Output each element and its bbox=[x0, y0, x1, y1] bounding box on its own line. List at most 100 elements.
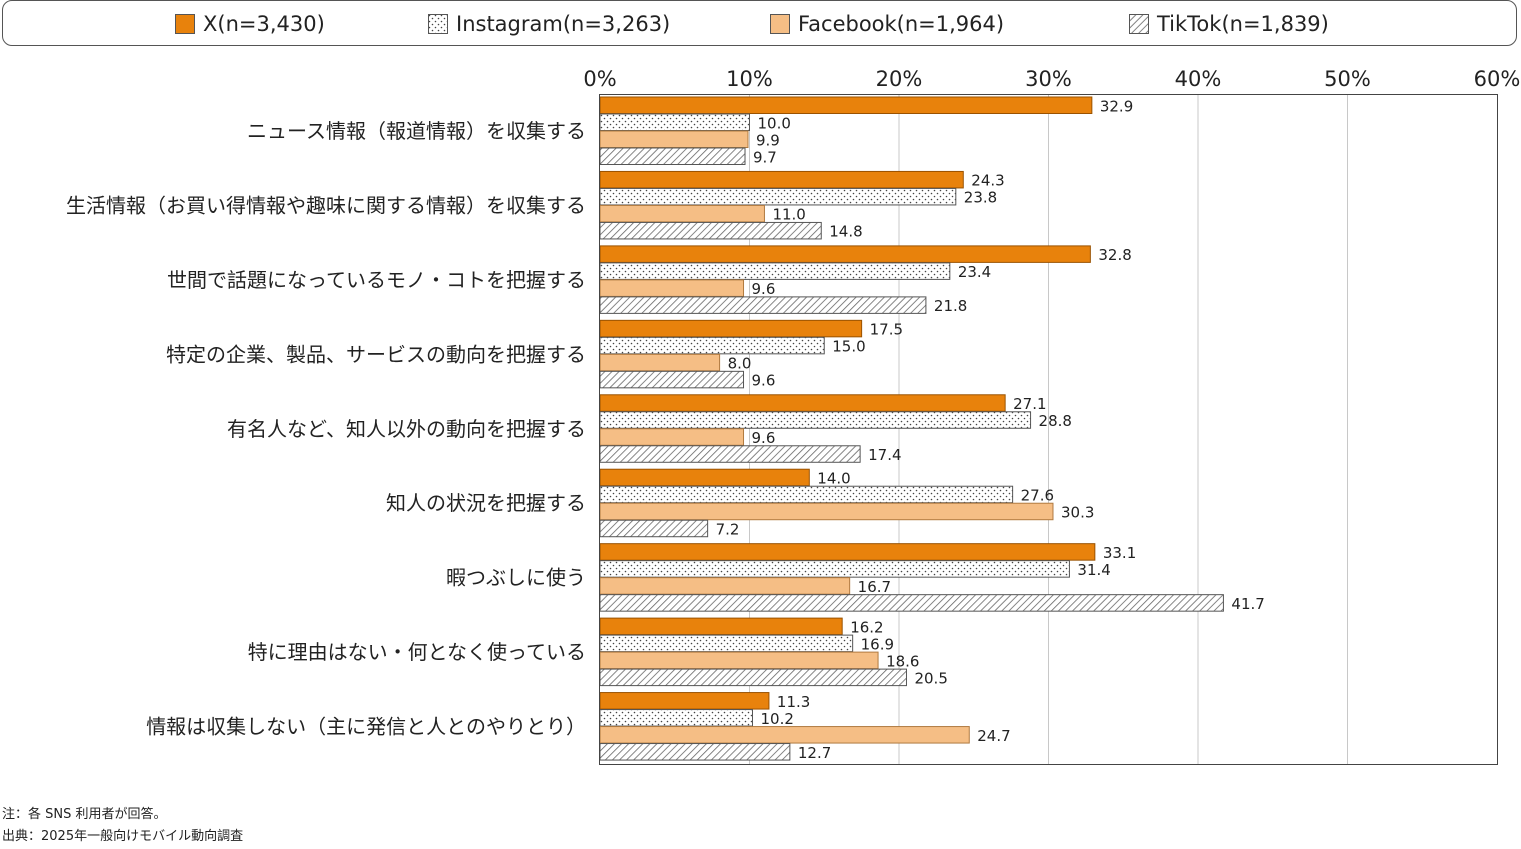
bar bbox=[599, 245, 1091, 263]
bar bbox=[599, 428, 745, 446]
category-label: ニュース情報（報道情報）を収集する bbox=[247, 119, 586, 143]
bar bbox=[599, 411, 1032, 429]
x-tick-label: 30% bbox=[1025, 67, 1072, 91]
data-label: 14.8 bbox=[829, 223, 862, 241]
bar bbox=[599, 445, 861, 463]
bar bbox=[599, 204, 765, 223]
bar bbox=[599, 370, 745, 389]
data-label: 24.3 bbox=[971, 172, 1004, 190]
data-label: 23.8 bbox=[964, 189, 997, 207]
data-label: 15.0 bbox=[832, 338, 865, 356]
bar bbox=[599, 634, 854, 653]
data-label: 18.6 bbox=[886, 652, 919, 670]
category-label: 特定の企業、製品、サービスの動向を把握する bbox=[166, 342, 586, 366]
bar bbox=[599, 113, 750, 131]
bar bbox=[599, 353, 721, 372]
data-label: 21.8 bbox=[934, 297, 967, 315]
bar bbox=[599, 485, 1014, 504]
bar bbox=[599, 502, 1054, 521]
data-label: 9.6 bbox=[752, 372, 776, 390]
legend-label-x: X(n=3,430) bbox=[203, 12, 325, 36]
data-label: 10.0 bbox=[758, 114, 791, 132]
category-label: 世間で話題になっているモノ・コトを把握する bbox=[167, 268, 586, 292]
bar bbox=[599, 617, 843, 636]
data-label: 14.0 bbox=[817, 469, 850, 487]
x-tick-label: 50% bbox=[1324, 67, 1371, 91]
bar bbox=[599, 279, 745, 297]
legend-label-facebook: Facebook(n=1,964) bbox=[798, 12, 1005, 36]
category-label: 知人の状況を把握する bbox=[386, 491, 586, 515]
category-label: 暇つぶしに使う bbox=[446, 566, 586, 590]
bar bbox=[599, 709, 753, 727]
data-label: 11.3 bbox=[777, 693, 810, 711]
legend-item-facebook: Facebook(n=1,964) bbox=[770, 10, 1004, 38]
legend-label-tiktok: TikTok(n=1,839) bbox=[1157, 12, 1329, 36]
bar bbox=[599, 726, 970, 744]
data-label: 9.7 bbox=[753, 148, 777, 166]
data-label: 8.0 bbox=[728, 355, 752, 373]
bar bbox=[599, 651, 879, 670]
data-label: 31.4 bbox=[1077, 561, 1110, 579]
data-label: 27.6 bbox=[1021, 486, 1054, 504]
legend-swatch-facebook bbox=[770, 14, 790, 34]
bar bbox=[599, 543, 1096, 561]
data-label: 30.3 bbox=[1061, 503, 1094, 521]
bar bbox=[599, 743, 791, 761]
note-respondents: 注：各 SNS 利用者が回答。 bbox=[2, 807, 167, 822]
bar bbox=[599, 577, 851, 595]
data-label: 9.6 bbox=[752, 429, 776, 447]
category-label: 生活情報（お買い得情報や趣味に関する情報）を収集する bbox=[66, 193, 586, 217]
data-label: 16.2 bbox=[850, 618, 883, 636]
bar bbox=[599, 262, 951, 280]
bar bbox=[599, 296, 927, 314]
data-label: 10.2 bbox=[760, 710, 793, 728]
data-label: 16.7 bbox=[858, 578, 891, 596]
data-label: 11.0 bbox=[772, 206, 805, 224]
x-tick-label: 60% bbox=[1474, 67, 1521, 91]
bar bbox=[599, 147, 746, 165]
bar bbox=[599, 468, 810, 487]
category-label: 有名人など、知人以外の動向を把握する bbox=[227, 417, 586, 441]
data-label: 32.8 bbox=[1098, 246, 1131, 264]
data-label: 7.2 bbox=[716, 520, 740, 538]
data-label: 12.7 bbox=[798, 744, 831, 762]
legend-item-x: X(n=3,430) bbox=[175, 10, 325, 38]
bar bbox=[599, 519, 709, 538]
bar bbox=[599, 96, 1093, 114]
legend: X(n=3,430) Instagram(n=3,263) Facebook(n… bbox=[2, 0, 1517, 46]
bar bbox=[599, 221, 822, 240]
bar bbox=[599, 130, 749, 148]
bar bbox=[599, 394, 1006, 412]
legend-swatch-tiktok bbox=[1129, 14, 1149, 34]
x-tick-label: 0% bbox=[583, 67, 616, 91]
bar bbox=[599, 560, 1070, 578]
data-label: 9.9 bbox=[756, 131, 780, 149]
legend-swatch-instagram bbox=[428, 14, 448, 34]
data-label: 27.1 bbox=[1013, 395, 1046, 413]
plot-frame bbox=[599, 94, 1498, 765]
data-label: 32.9 bbox=[1100, 97, 1133, 115]
bar bbox=[599, 170, 964, 189]
data-label: 41.7 bbox=[1231, 595, 1264, 613]
legend-item-instagram: Instagram(n=3,263) bbox=[428, 10, 670, 38]
data-label: 9.6 bbox=[752, 280, 776, 298]
data-label: 33.1 bbox=[1103, 544, 1136, 562]
note-source: 出典：2025年一般向けモバイル動向調査 bbox=[2, 829, 244, 844]
category-label: 情報は収集しない（主に発信と人とのやりとり） bbox=[146, 715, 586, 739]
bar bbox=[599, 668, 907, 687]
bar bbox=[599, 594, 1224, 612]
category-label: 特に理由はない・何となく使っている bbox=[248, 640, 586, 664]
bar bbox=[599, 187, 957, 206]
data-label: 20.5 bbox=[914, 669, 947, 687]
x-tick-label: 10% bbox=[726, 67, 773, 91]
legend-label-instagram: Instagram(n=3,263) bbox=[456, 12, 671, 36]
data-label: 24.7 bbox=[977, 727, 1010, 745]
legend-item-tiktok: TikTok(n=1,839) bbox=[1129, 10, 1329, 38]
data-label: 28.8 bbox=[1039, 412, 1072, 430]
x-tick-label: 20% bbox=[876, 67, 923, 91]
data-label: 17.4 bbox=[868, 446, 901, 464]
data-label: 23.4 bbox=[958, 263, 991, 281]
bar bbox=[599, 336, 825, 355]
bar bbox=[599, 692, 770, 710]
